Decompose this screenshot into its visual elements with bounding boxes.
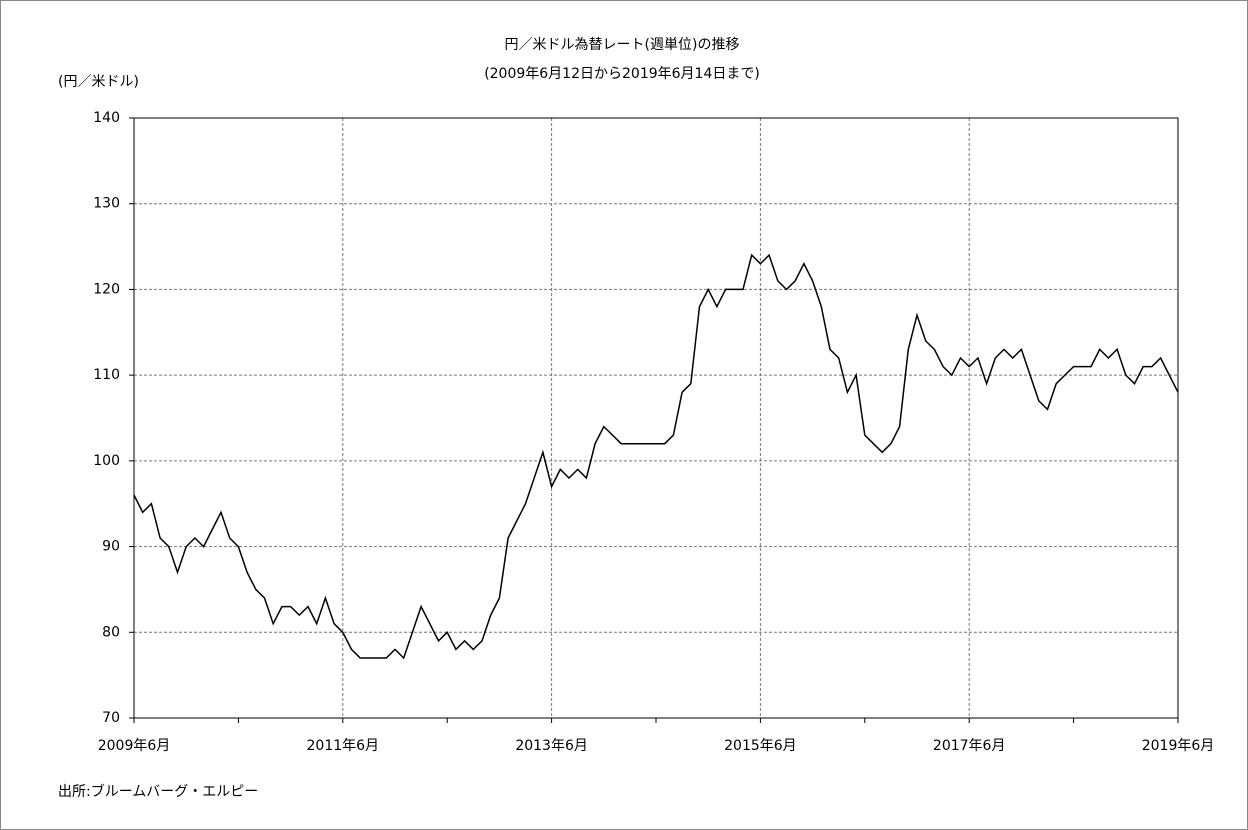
x-tick-label: 2017年6月 [933, 738, 1006, 754]
y-tick-label: 110 [93, 367, 120, 383]
chart-title: 円／米ドル為替レート(週単位)の推移 [505, 37, 740, 53]
y-tick-label: 120 [93, 281, 120, 297]
x-tick-label: 2011年6月 [307, 738, 380, 754]
y-axis-label: (円／米ドル) [58, 74, 139, 90]
x-tick-label: 2013年6月 [515, 738, 588, 754]
y-tick-label: 140 [93, 110, 120, 126]
x-tick-label: 2009年6月 [98, 738, 171, 754]
x-tick-label: 2015年6月 [724, 738, 797, 754]
source: 出所:ブルームバーグ・エルピー [58, 783, 258, 800]
y-tick-label: 130 [93, 196, 120, 212]
x-tick-label: 2019年6月 [1142, 738, 1215, 754]
y-tick-label: 100 [93, 453, 120, 469]
y-tick-label: 70 [102, 710, 120, 726]
y-tick-label: 90 [102, 539, 120, 555]
line [133, 253, 1179, 660]
plot-area [133, 117, 1179, 719]
y-tick-label: 80 [102, 624, 120, 640]
chart-subtitle: (2009年6月12日から2019年6月14日まで) [484, 66, 760, 82]
